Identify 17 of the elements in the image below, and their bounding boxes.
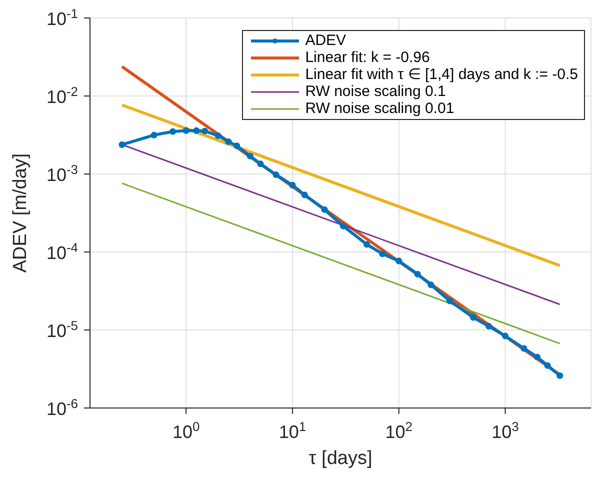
x-axis-title: τ [days] [308,448,372,469]
legend-label: RW noise scaling 0.1 [305,83,446,100]
y-axis-title: ADEV [m/day] [10,153,31,273]
x-tick-label: 10$^{0}$ [172,418,200,442]
legend-label: Linear fit: k = -0.96 [305,49,430,66]
y-tick-label: 10$^{-6}$ [46,396,78,419]
y-tick-label: 10$^{-5}$ [46,318,78,341]
x-tick-label: 10$^{2}$ [385,418,412,442]
y-tick-label: 10$^{-1}$ [46,6,78,29]
y-tick-label: 10$^{-2}$ [46,84,78,107]
legend-label: Linear fit with τ ∈ [1,4] days and k := -0.5 [305,66,578,83]
legend-label: ADEV [305,32,346,49]
y-tick-label: 10$^{-3}$ [46,162,78,185]
x-tick-label: 10$^{1}$ [278,418,306,442]
y-tick-label: 10$^{-4}$ [46,240,78,263]
legend-label: RW noise scaling 0.01 [305,100,454,117]
x-tick-label: 10$^{3}$ [492,418,519,442]
